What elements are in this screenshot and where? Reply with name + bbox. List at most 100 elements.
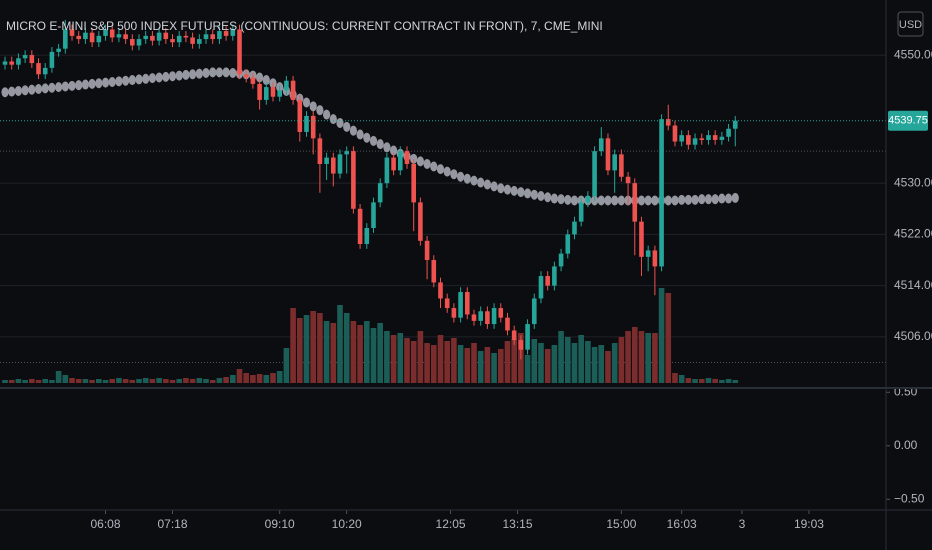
ma-dot <box>363 132 371 143</box>
volume-bar <box>270 373 276 383</box>
volume-bar <box>638 331 645 383</box>
ma-dot <box>128 75 136 86</box>
volume-bar <box>591 347 598 383</box>
y-tick-label: 4506.00 <box>894 329 932 343</box>
candle-body <box>645 250 651 257</box>
ma-dot <box>711 194 719 205</box>
candle-body <box>619 154 624 177</box>
volume-bar <box>725 379 732 383</box>
volume-bar <box>658 288 665 383</box>
ma-dot <box>122 75 130 86</box>
ma-dot <box>376 139 384 150</box>
candle-body <box>592 151 597 196</box>
volume-bar <box>250 375 256 383</box>
ma-dot <box>724 193 733 204</box>
ma-dot <box>664 195 672 206</box>
volume-bar <box>497 349 504 383</box>
volume-bar <box>136 379 142 383</box>
ma-dot <box>21 85 29 96</box>
volume-bar <box>384 331 390 383</box>
candle-body <box>16 58 21 65</box>
ma-dot <box>678 194 686 205</box>
x-tick-label: 19:03 <box>794 517 824 531</box>
volume-bar <box>410 341 417 383</box>
candle-body <box>163 32 169 40</box>
volume-bar <box>230 375 236 383</box>
volume-bar <box>665 293 672 383</box>
candle-body <box>397 151 403 171</box>
candle-body <box>712 135 718 140</box>
candle-body <box>63 29 68 49</box>
ma-dot <box>383 142 391 153</box>
candle-body <box>639 221 644 257</box>
volume-bar <box>719 380 725 383</box>
candle-body <box>217 31 222 40</box>
ma-dot <box>570 195 579 206</box>
volume-bar <box>35 380 42 383</box>
volume-bar <box>330 323 337 383</box>
x-tick-label: 13:15 <box>503 517 533 531</box>
volume-bar <box>444 341 450 383</box>
volume-bar <box>142 378 149 383</box>
candle-body <box>652 250 658 267</box>
ma-dot <box>564 194 572 205</box>
last-price-tag <box>888 110 928 131</box>
ma-dot <box>41 83 49 94</box>
volume-bar <box>712 379 718 383</box>
currency-box[interactable] <box>897 11 924 37</box>
ma-dot <box>162 71 170 82</box>
candle-body <box>632 183 638 222</box>
x-tick-label: 15:00 <box>606 517 636 531</box>
volume-bar <box>605 351 611 383</box>
volume-bar <box>692 379 698 383</box>
candle-body <box>123 34 128 40</box>
candle-body <box>76 35 82 40</box>
volume-bar <box>149 379 156 383</box>
lower-y-tick-label: 0.50 <box>894 384 918 398</box>
volume-bar <box>531 339 538 383</box>
ma-dot <box>343 121 351 132</box>
candle-body <box>297 99 303 132</box>
candle-body <box>176 35 182 43</box>
ma-dot <box>537 190 545 201</box>
ma-dot <box>68 80 76 91</box>
candle-body <box>605 138 611 171</box>
ma-dot <box>81 79 90 90</box>
volume-bar <box>290 308 296 383</box>
volume-bar <box>464 348 471 383</box>
candle-body <box>418 202 423 241</box>
candle-body <box>686 135 691 145</box>
candle-body <box>411 163 416 203</box>
volume-bar <box>109 379 116 383</box>
volume-bar <box>578 335 584 383</box>
candle-body <box>451 308 457 318</box>
volume-bar <box>357 325 363 383</box>
candle-body <box>732 120 738 129</box>
last-price-label: 4539.75 <box>888 115 928 127</box>
candle-body <box>250 77 256 84</box>
candle-body <box>525 324 530 350</box>
volume-bar <box>404 338 410 383</box>
volume-bar <box>430 345 437 383</box>
candle-body <box>203 34 209 40</box>
ma-dot <box>517 187 525 198</box>
ma-dot <box>28 84 36 95</box>
candle-body <box>29 55 35 64</box>
volume-bar <box>370 328 377 383</box>
ma-dot <box>8 86 16 97</box>
candle-body <box>69 29 75 36</box>
ma-dot <box>14 85 23 96</box>
candle-body <box>578 202 584 222</box>
volume-bar <box>236 369 243 383</box>
candle-body <box>384 157 390 184</box>
candle-body <box>190 37 195 44</box>
candle-body <box>143 35 149 40</box>
ma-dot <box>530 189 538 200</box>
candle-body <box>290 80 296 100</box>
ma-dot <box>336 117 344 128</box>
volume-bar <box>169 380 176 383</box>
ma-dot <box>115 76 123 87</box>
ma-dot <box>617 195 625 206</box>
candle-body <box>572 221 577 235</box>
